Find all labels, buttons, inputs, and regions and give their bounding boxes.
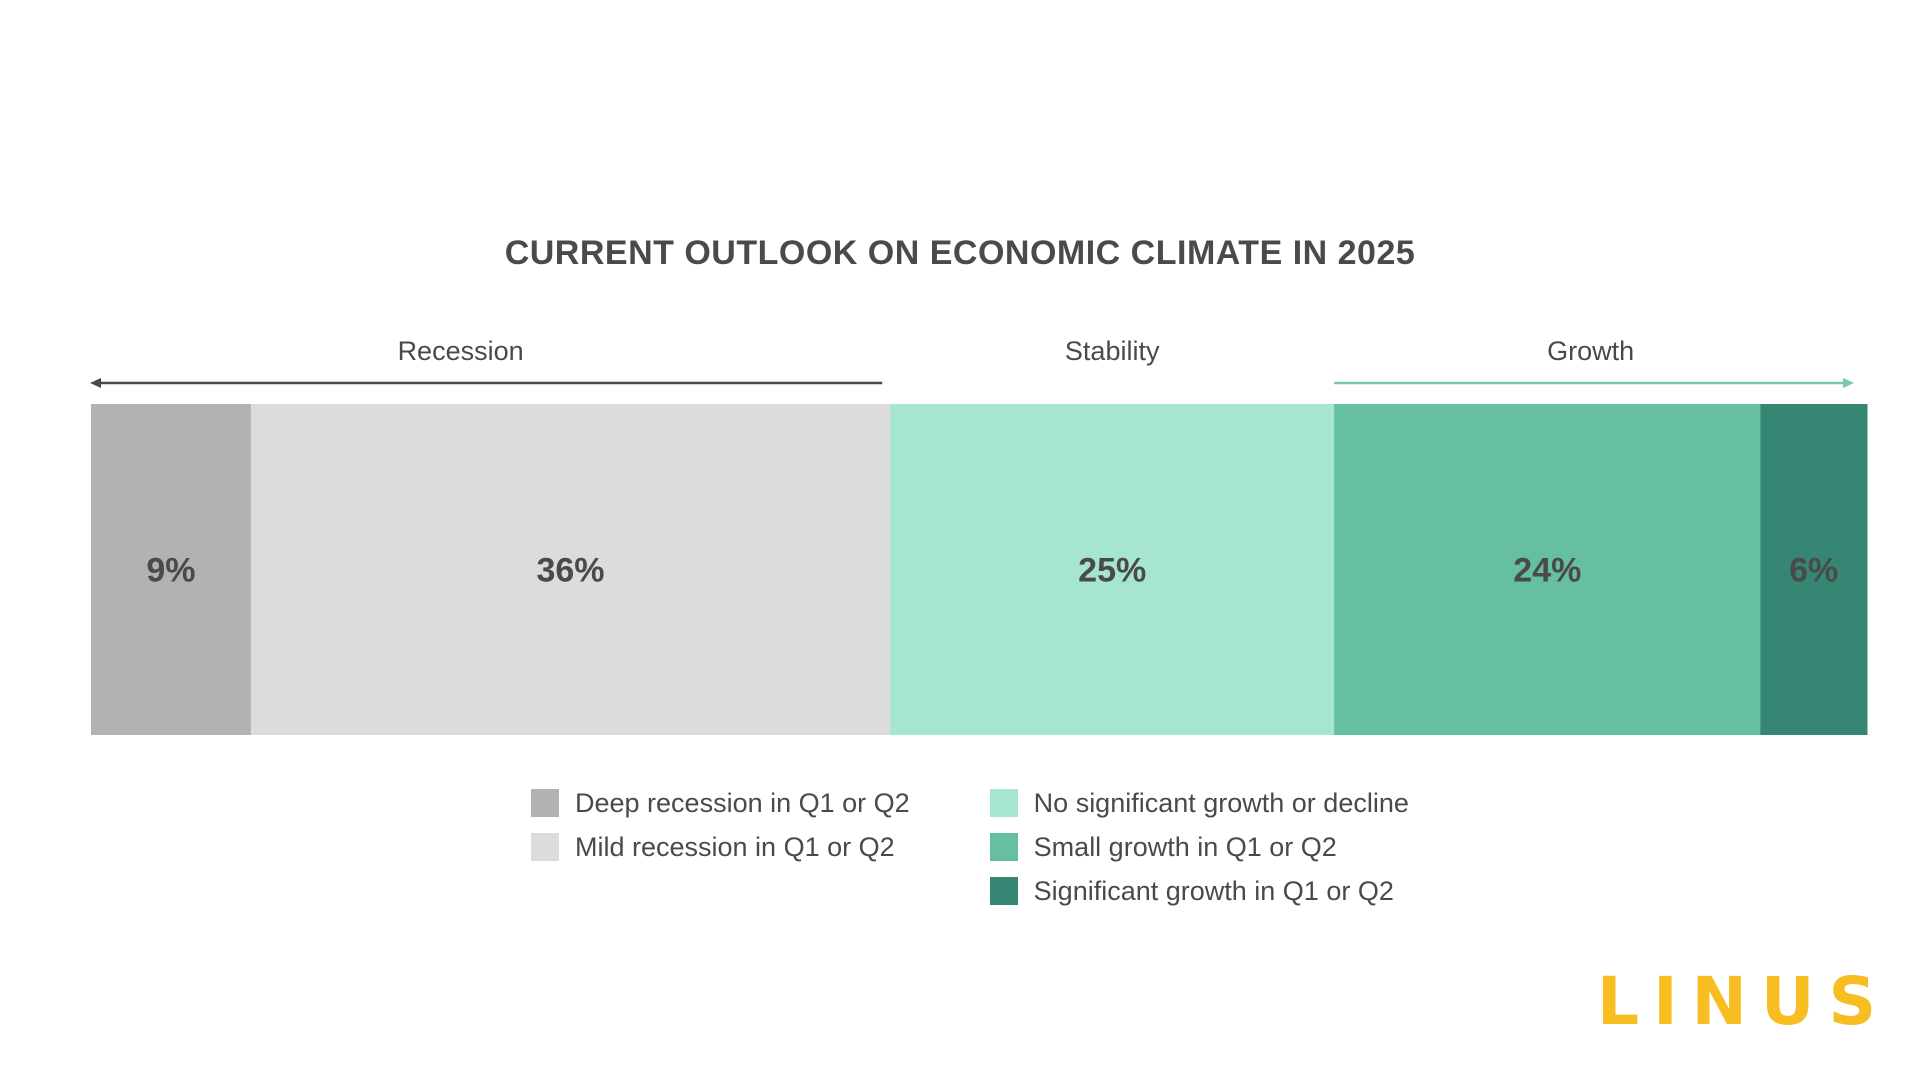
chart-title: CURRENT OUTLOOK ON ECONOMIC CLIMATE IN 2… [504,234,1416,272]
group-label-growth: Growth [1547,336,1634,366]
linus-logo: LINUS [1597,963,1890,1040]
bar-segment-0 [91,404,252,735]
group-label-stability: Stability [1065,336,1160,366]
bar-value-label: 24% [1513,552,1581,590]
legend-label: No significant growth or decline [1033,787,1409,818]
bar-value-label: 36% [536,552,604,590]
bar-value-label: 9% [146,552,195,590]
legend-swatch [989,833,1018,861]
legend-label: Significant growth in Q1 or Q2 [1033,875,1394,906]
bar-segment-2 [890,404,1335,735]
bar-value-label: 25% [1078,552,1146,590]
bar-segment-4 [1760,404,1868,735]
legend: Deep recession in Q1 or Q2 Mild recessio… [531,788,1409,906]
legend-item-mild-recession: Mild recession in Q1 or Q2 [531,832,910,862]
bar-value-label: 6% [1789,552,1838,590]
legend-swatch [989,877,1018,905]
legend-swatch [531,833,559,861]
bar-segment-1 [250,404,891,735]
legend-column-growth: No significant growth or decline Small g… [989,787,1409,906]
legend-item-deep-recession: Deep recession in Q1 or Q2 [531,788,910,818]
legend-label: Small growth in Q1 or Q2 [1033,831,1337,862]
bar-segments: 9% 36% 25% 24% 6% [91,404,1868,735]
legend-label: Mild recession in Q1 or Q2 [575,831,895,862]
group-labels: Recession Stability Growth [90,336,1854,388]
bar-segment-3 [1334,404,1761,735]
legend-item-small-growth: Small growth in Q1 or Q2 [989,831,1409,862]
legend-column-recession: Deep recession in Q1 or Q2 Mild recessio… [531,788,910,906]
legend-item-significant-growth: Significant growth in Q1 or Q2 [989,875,1409,906]
group-label-recession: Recession [398,336,524,366]
legend-swatch [531,789,559,817]
legend-swatch [989,789,1018,817]
legend-label: Deep recession in Q1 or Q2 [575,787,910,818]
legend-item-no-significant-change: No significant growth or decline [989,787,1409,818]
